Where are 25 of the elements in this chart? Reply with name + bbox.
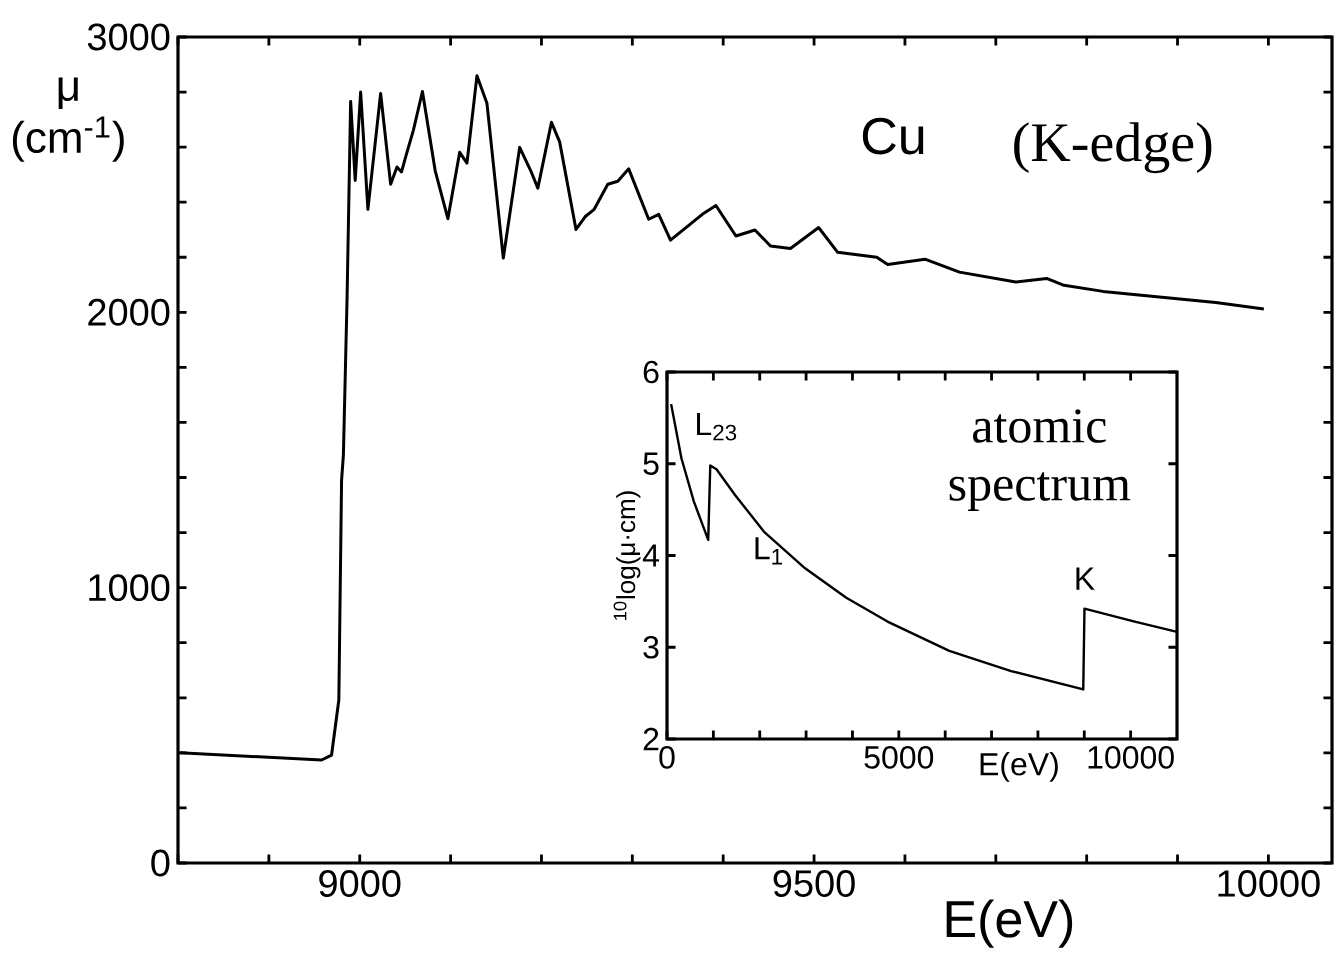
annotation: Cu — [862, 117, 924, 155]
y-axis-title: $^{10}$log(μ·cm) — [613, 491, 641, 620]
x-tick-label: 10000 — [1218, 870, 1320, 897]
annotation: atomic spectrum — [949, 409, 1131, 511]
y-axis-title: μ (cm$^{-1}$) — [12, 77, 124, 162]
y-tick-label: 1000 — [89, 574, 170, 602]
x-tick-label: 9000 — [319, 870, 401, 897]
annotation: (K-edge) — [1014, 122, 1212, 174]
y-tick-label: 3 — [643, 635, 659, 659]
annotation: K — [1076, 567, 1095, 590]
x-tick-label: 0 — [659, 746, 675, 769]
x-tick-label: 5000 — [864, 746, 934, 769]
x-tick-label: 9500 — [773, 870, 855, 897]
y-tick-label: 4 — [642, 544, 659, 567]
x-axis-title: E(eV) — [946, 899, 1073, 948]
x-tick-label: 10000 — [1088, 746, 1174, 769]
x-axis-title: E(eV) — [980, 752, 1058, 782]
y-tick-label: 0 — [151, 849, 170, 877]
y-tick-label: 2000 — [88, 298, 170, 326]
y-tick-label: 2 — [643, 727, 659, 751]
annotation: L$_{1}$ — [755, 537, 783, 565]
y-tick-label: 3000 — [87, 23, 170, 51]
y-tick-label: 6 — [643, 360, 659, 384]
annotation: L$_{23}$ — [697, 413, 737, 441]
y-tick-label: 5 — [643, 452, 659, 475]
